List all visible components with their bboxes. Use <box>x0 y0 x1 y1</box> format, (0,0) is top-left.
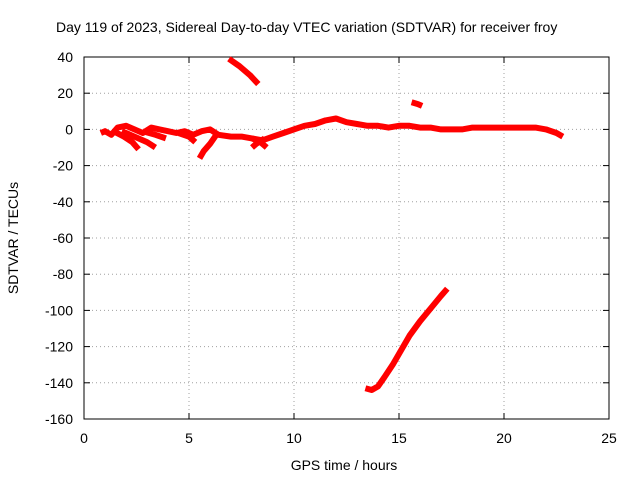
y-tick-label: -80 <box>53 266 73 282</box>
y-tick-label: -120 <box>45 339 73 355</box>
x-tick-label: 15 <box>391 430 407 446</box>
y-tick-label: 40 <box>57 49 73 65</box>
x-tick-label: 25 <box>601 430 617 446</box>
series-branch-4 <box>177 130 198 145</box>
x-tick-label: 5 <box>185 430 193 446</box>
y-tick-label: 20 <box>57 85 73 101</box>
series-segment-low <box>364 286 450 393</box>
series-branch-7 <box>250 135 267 150</box>
series-branch-3 <box>141 128 167 142</box>
x-axis-label: GPS time / hours <box>291 457 398 473</box>
y-tick-label: -160 <box>45 411 73 427</box>
series-segment-top <box>227 56 261 87</box>
series-layer <box>99 56 565 393</box>
y-tick-label: -60 <box>53 230 73 246</box>
y-tick-label: -100 <box>45 302 73 318</box>
y-axis-label: SDTVAR / TECUs <box>5 182 21 294</box>
x-tick-label: 10 <box>286 430 302 446</box>
series-branch-5 <box>196 133 219 160</box>
x-tick-label: 20 <box>496 430 512 446</box>
series-main-trace <box>99 115 565 144</box>
series-branch-1 <box>112 128 141 152</box>
plot-frame <box>83 56 610 420</box>
grid-layer <box>84 57 609 419</box>
y-tick-label: -40 <box>53 194 73 210</box>
series-segment-small <box>410 99 424 109</box>
series-branch-2 <box>120 128 158 151</box>
tick-layer: -160 -140 -120 -100 -80 -60 -40 -20 0 20 40 0 5 10 15 2… <box>45 49 617 446</box>
y-tick-label: 0 <box>65 121 73 137</box>
y-tick-label: -140 <box>45 375 73 391</box>
y-tick-label: -20 <box>53 158 73 174</box>
chart-title: Day 119 of 2023, Sidereal Day-to-day VTE… <box>56 19 557 35</box>
x-tick-label: 0 <box>80 430 88 446</box>
